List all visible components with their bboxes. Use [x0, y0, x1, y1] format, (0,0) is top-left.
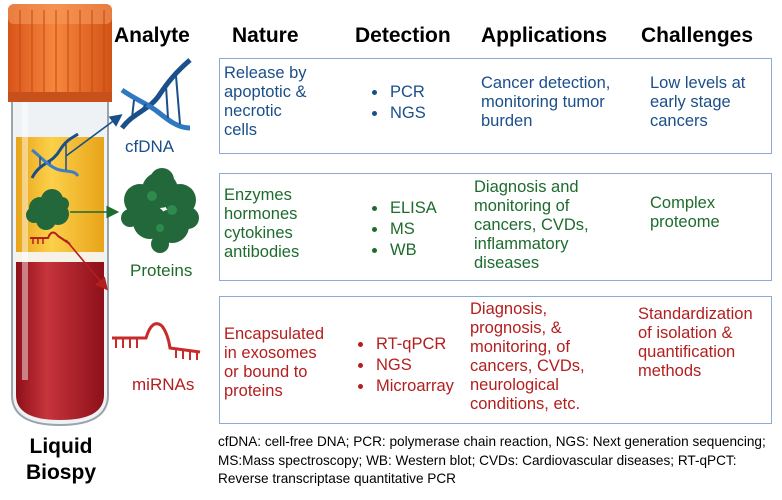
detection-item: Microarray — [374, 376, 454, 397]
detection-item: NGS — [374, 355, 454, 376]
detection-item: NGS — [388, 103, 426, 124]
arrow-cfdna — [65, 114, 123, 157]
header-challenges: Challenges — [641, 24, 754, 47]
row-box-mirnas — [219, 296, 772, 424]
detection-item: RT-qPCR — [374, 334, 454, 355]
applications-mirnas: Diagnosis, prognosis, & monitoring, of c… — [470, 300, 585, 413]
nature-proteins: Enzymes hormones cytokines antibodies — [224, 186, 300, 261]
protein-icon — [121, 168, 199, 253]
header-nature: Nature — [232, 24, 299, 47]
detection-list-cfdna: PCR NGS — [368, 82, 426, 124]
header-applications: Applications — [481, 24, 608, 47]
analyte-label-proteins: Proteins — [130, 261, 193, 280]
header-analyte: Analyte — [114, 24, 190, 47]
row-box-cfdna — [219, 58, 772, 154]
header-detection: Detection — [355, 24, 451, 47]
footnote: cfDNA: cell-free DNA; PCR: polymerase ch… — [218, 434, 766, 486]
detection-item: MS — [388, 219, 437, 240]
detection-item: ELISA — [388, 198, 437, 219]
row-box-proteins — [219, 173, 772, 281]
tube-label: Liquid Biospy — [25, 435, 96, 484]
analyte-label-mirnas: miRNAs — [132, 375, 195, 394]
detection-item: PCR — [388, 82, 426, 103]
analyte-label-cfdna: cfDNA — [125, 137, 175, 156]
applications-cfdna: Cancer detection, monitoring tumor burde… — [481, 74, 611, 130]
detection-item: WB — [388, 240, 437, 261]
nature-mirnas: Encapsulated in exosomes or bound to pro… — [224, 325, 324, 400]
dna-small-icon — [30, 132, 80, 179]
challenges-cfdna: Low levels at early stage cancers — [650, 74, 746, 130]
nature-cfdna: Release by apoptotic & necrotic cells — [224, 64, 307, 139]
mirna-small-icon — [30, 231, 71, 245]
blood-tube-icon — [8, 4, 112, 427]
applications-proteins: Diagnosis and monitoring of cancers, CVD… — [474, 178, 589, 272]
challenges-proteins: Complex proteome — [650, 194, 720, 231]
detection-list-mirnas: RT-qPCR NGS Microarray — [354, 334, 454, 397]
protein-small-icon — [26, 189, 69, 230]
challenges-mirnas: Standardization of isolation & quantific… — [638, 305, 753, 380]
detection-list-proteins: ELISA MS WB — [368, 198, 437, 261]
dna-icon — [120, 58, 192, 131]
arrow-mirnas — [65, 239, 109, 291]
mirna-icon — [112, 322, 201, 360]
